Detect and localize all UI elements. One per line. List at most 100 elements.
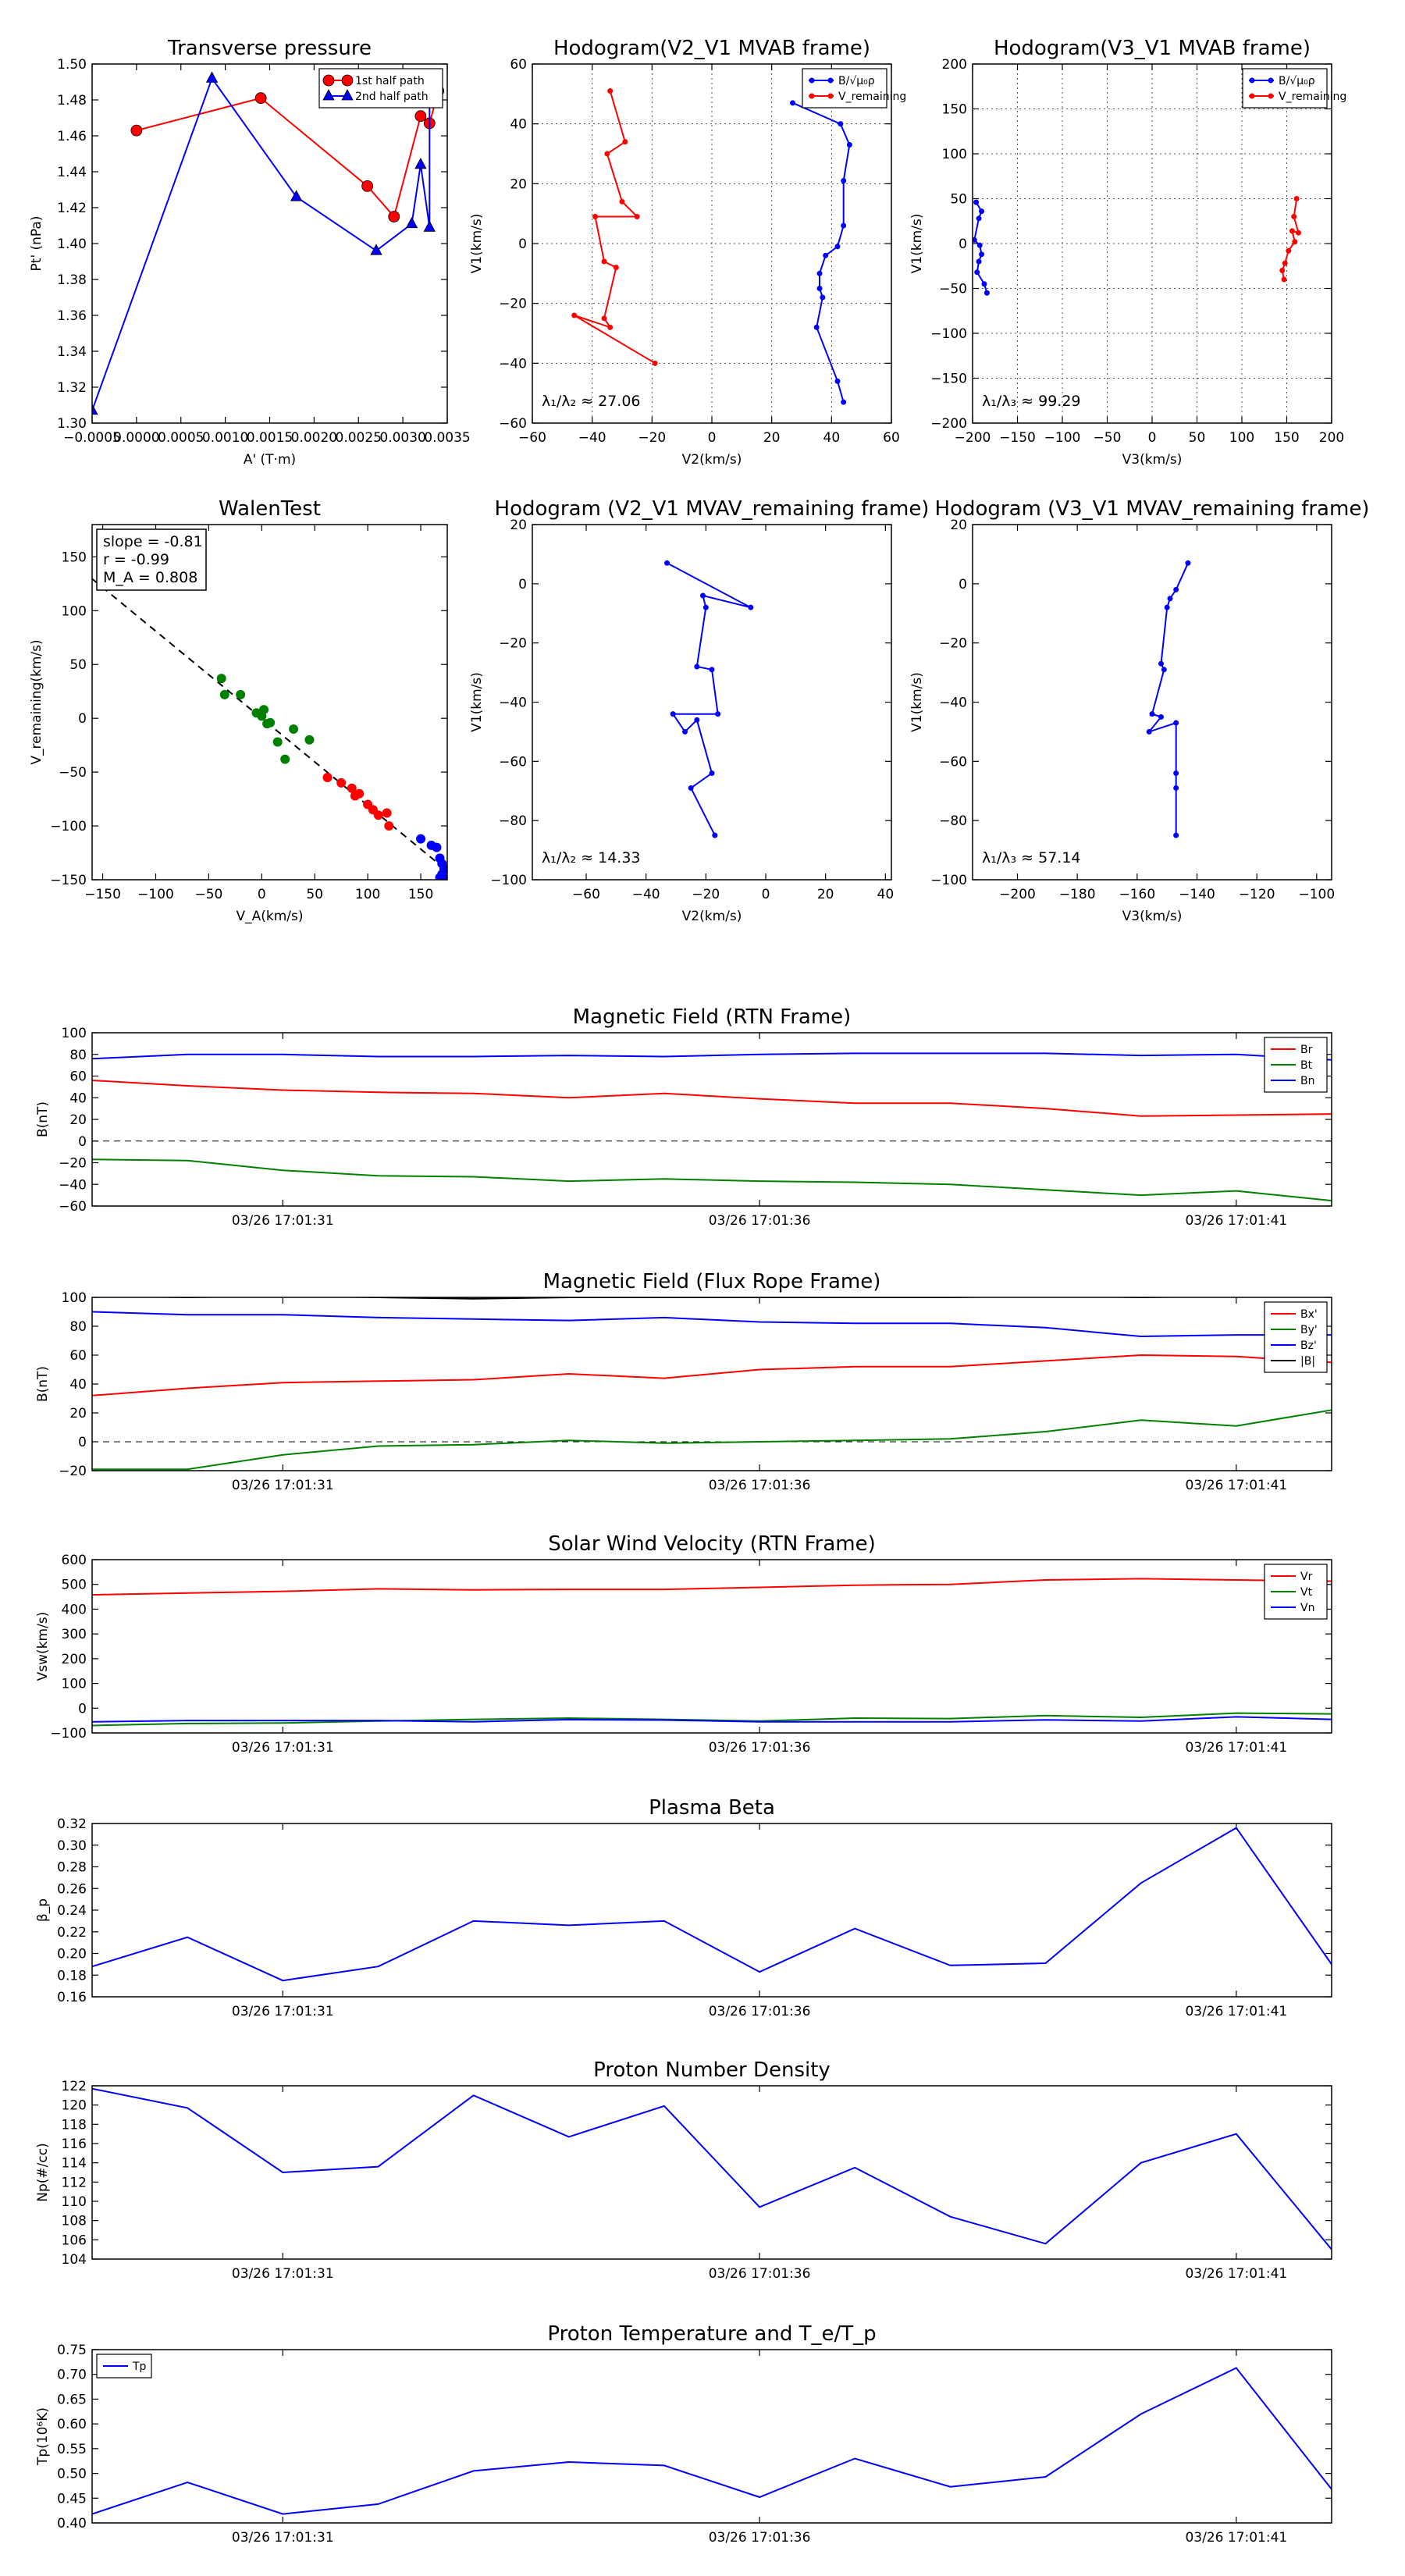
data-point [354,788,365,799]
y-tick-label: 1.40 [57,237,87,252]
data-point [289,724,299,734]
data-point [823,252,829,258]
plot-frame [91,1823,1332,1998]
y-tick-label: 0.16 [57,1990,87,2005]
data-point [1164,604,1170,610]
y-tick-label: 0.26 [57,1881,87,1897]
data-point [304,735,315,745]
legend: Bx' By' Bz' |B| [1264,1301,1328,1373]
y-tick-label: 0.60 [57,2417,87,2432]
y-axis-label: V1(km/s) [909,672,925,732]
y-tick-label: −60 [939,754,967,770]
data-point [1268,93,1274,99]
data-point [219,689,229,699]
chart-h4: Hodogram (V3_V1 MVAV_remaining frame) −20… [909,497,1369,924]
x-axis-label: V2(km/s) [682,909,742,924]
y-tick-label: −60 [499,416,527,432]
series-line-tp [92,2367,1332,2515]
legend-label: Bt [1300,1059,1313,1072]
y-tick-label: 150 [62,550,87,565]
x-tick-label: 03/26 17:01:31 [232,2266,334,2282]
legend-label: Vr [1300,1571,1313,1583]
data-point [414,110,427,123]
x-tick-label: 03/26 17:01:31 [232,1740,334,1756]
data-point [1173,720,1179,726]
data-point [790,100,795,106]
x-tick-label: 0.0000 [113,430,159,446]
data-point [974,269,980,276]
y-tick-label: 40 [69,1377,87,1393]
stats-line: M_A = 0.808 [103,569,197,586]
data-point [613,265,619,271]
data-point [682,728,688,735]
data-point [432,842,442,852]
legend-label: Tp [132,2361,147,2373]
data-point [601,315,607,322]
data-point [670,711,676,717]
y-tick-label: 100 [62,1026,87,1041]
data-point [973,237,977,243]
y-tick-label: 0 [78,1701,87,1717]
y-tick-label: 200 [942,57,967,73]
data-point [1167,596,1173,602]
series-group [973,196,1301,296]
y-tick-label: 108 [62,2214,87,2229]
y-tick-label: −100 [50,819,87,834]
data-point [834,378,841,384]
y-tick-label: −150 [930,372,967,387]
plot-frame [972,524,1332,881]
data-point [272,737,283,747]
y-tick-label: 150 [942,102,967,118]
y-tick-label: −100 [930,873,967,888]
y-tick-label: 20 [950,518,967,533]
data-point [439,877,447,880]
data-point [827,93,834,99]
data-point [373,810,383,820]
data-point [347,783,357,793]
plot-frame [91,63,448,424]
y-tick-label: 20 [69,1406,87,1421]
legend-label: V_remaining [838,91,906,103]
y-tick-label: 40 [69,1091,87,1106]
data-point [1268,77,1274,84]
x-tick-label: −200 [999,887,1036,902]
series-line-v [574,91,656,365]
chart-title: Hodogram(V2_V1 MVAB frame) [553,37,870,60]
legend-label: 2nd half path [355,91,429,103]
y-tick-label: 50 [950,192,967,208]
y-tick-label: 116 [62,2137,87,2152]
series-group [92,578,447,880]
series-line-bn [92,1052,1332,1061]
data-point [809,93,815,99]
x-axis-label: V_A(km/s) [236,909,303,924]
data-point [1173,832,1179,838]
x-tick-label: 0.0020 [291,430,337,446]
data-point [1173,770,1179,776]
data-point [841,178,847,183]
data-point [694,717,700,723]
x-tick-label: −100 [1044,430,1081,446]
x-tick-label: 0.0015 [247,430,293,446]
y-axis-label: B(nT) [35,1366,51,1402]
data-point [1158,713,1164,720]
data-point [979,251,984,258]
y-tick-label: 400 [62,1602,87,1617]
plot-frame [532,63,892,424]
data-point [816,286,823,291]
y-tick-label: −60 [499,754,527,770]
y-tick-label: −20 [939,636,967,652]
series-line-bz- [92,1311,1332,1338]
data-point [290,190,303,201]
x-tick-label: −0.0005 [63,430,121,446]
data-point [607,324,614,330]
x-tick-label: 20 [817,887,834,902]
legend: Br Bt Bn [1264,1037,1328,1093]
data-point [1161,667,1167,673]
legend-box [318,68,443,109]
chart-title: Plasma Beta [649,1796,775,1820]
series-group [92,1052,1332,1202]
y-tick-label: 106 [62,2233,87,2248]
data-point [92,404,98,415]
x-tick-label: −160 [1119,887,1155,902]
x-tick-label: 03/26 17:01:41 [1185,1213,1287,1229]
